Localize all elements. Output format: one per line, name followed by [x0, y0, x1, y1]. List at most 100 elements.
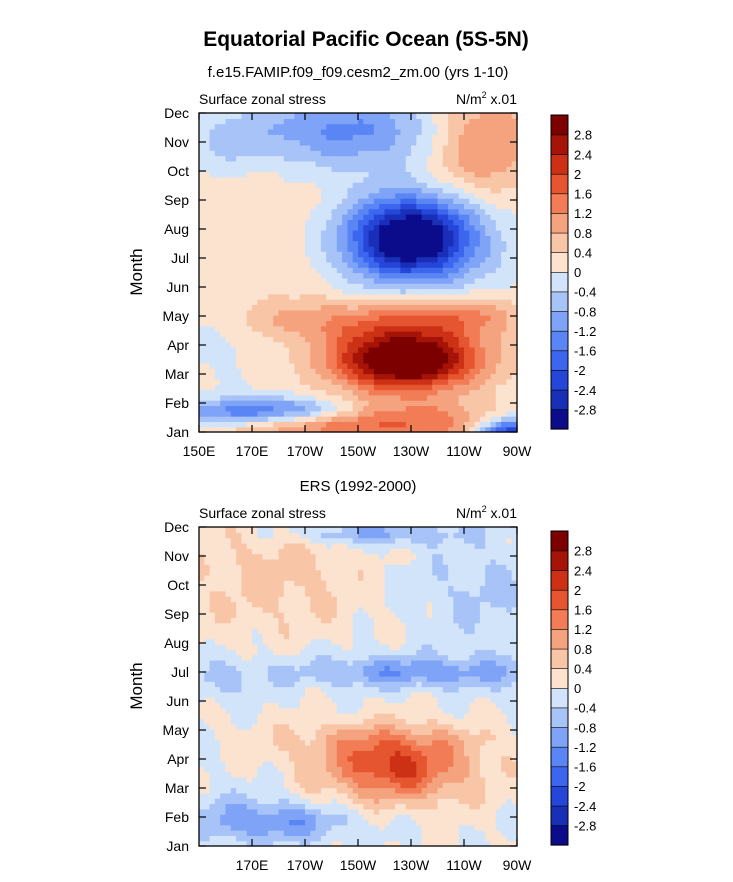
heatmap-cell — [262, 182, 269, 189]
heatmap-cell — [426, 830, 433, 836]
heatmap-cell — [453, 187, 460, 194]
heatmap-cell — [214, 803, 221, 810]
heatmap-cell — [241, 272, 248, 279]
heatmap-cell — [214, 293, 221, 300]
heatmap-cell — [373, 144, 380, 151]
heatmap-cell — [501, 160, 507, 167]
heatmap-cell — [236, 309, 242, 316]
colorbar-label: 2.8 — [574, 128, 592, 143]
heatmap-cell — [469, 739, 476, 746]
heatmap-cell — [368, 357, 375, 364]
heatmap-cell — [283, 272, 290, 279]
heatmap-cell — [506, 304, 513, 311]
heatmap-cell — [315, 123, 322, 130]
heatmap-cell — [490, 155, 497, 162]
heatmap-cell — [395, 251, 401, 258]
heatmap-cell — [236, 261, 242, 268]
heatmap-cell — [358, 128, 364, 135]
heatmap-cell — [421, 798, 428, 805]
heatmap-cell — [411, 405, 417, 412]
heatmap-cell — [363, 113, 370, 119]
heatmap-cell — [379, 128, 386, 135]
heatmap-cell — [384, 277, 391, 284]
heatmap-cell — [421, 267, 428, 274]
heatmap-cell — [400, 320, 407, 327]
heatmap-cell — [453, 819, 460, 826]
heatmap-cell — [469, 416, 476, 422]
heatmap-cell — [257, 139, 264, 146]
heatmap-cell — [225, 336, 232, 343]
heatmap-cell — [283, 405, 290, 412]
heatmap-cell — [225, 830, 232, 836]
heatmap-cell — [246, 341, 253, 348]
heatmap-cell — [501, 824, 507, 831]
heatmap-cell — [453, 734, 460, 741]
heatmap-cell — [336, 824, 343, 831]
heatmap-cell — [220, 830, 227, 836]
heatmap-cell — [331, 245, 338, 252]
heatmap-cell — [511, 240, 518, 247]
heatmap-cell — [437, 224, 444, 231]
heatmap-cell — [411, 819, 417, 826]
heatmap-cell — [400, 341, 407, 348]
heatmap-cell — [267, 315, 274, 321]
heatmap-cell — [278, 384, 285, 391]
heatmap-cell — [495, 144, 502, 151]
heatmap-cell — [469, 405, 476, 412]
heatmap-cell — [204, 808, 211, 815]
heatmap-cell — [320, 835, 327, 842]
heatmap-cell — [437, 803, 444, 810]
heatmap-cell — [400, 208, 407, 215]
heatmap-cell — [214, 787, 221, 794]
heatmap-cell — [209, 293, 216, 300]
heatmap-cell — [331, 400, 338, 407]
heatmap-cell — [479, 171, 486, 178]
heatmap-cell — [252, 229, 258, 236]
heatmap-cell — [479, 782, 486, 789]
heatmap-cell — [289, 835, 295, 842]
heatmap-cell — [204, 128, 211, 135]
heatmap-cell — [315, 325, 322, 332]
heatmap-cell — [511, 134, 518, 141]
heatmap-cell — [485, 336, 492, 343]
heatmap-cell — [363, 389, 370, 396]
heatmap-cell — [273, 782, 280, 789]
heatmap-cell — [511, 798, 518, 805]
heatmap-cell — [310, 256, 317, 263]
heatmap-cell — [464, 128, 470, 135]
heatmap-cell — [511, 325, 518, 332]
heatmap-cell — [214, 814, 221, 821]
heatmap-cell — [432, 384, 439, 391]
heatmap-cell — [469, 808, 476, 815]
heatmap-cell — [368, 760, 375, 767]
heatmap-cell — [342, 198, 348, 204]
heatmap-cell — [326, 400, 333, 407]
heatmap-cell — [442, 330, 449, 337]
heatmap-cell — [358, 352, 364, 359]
heatmap-cell — [426, 750, 433, 757]
heatmap-cell — [230, 336, 237, 343]
heatmap-cell — [225, 330, 232, 337]
heatmap-cell — [384, 357, 391, 364]
heatmap-cell — [458, 208, 465, 215]
heatmap-cell — [379, 421, 386, 428]
heatmap-cell — [474, 192, 481, 199]
panel-observed: ERS (1992-2000) Surface zonal stress N/m… — [127, 478, 596, 873]
heatmap-cell — [294, 405, 301, 412]
heatmap-cell — [209, 118, 216, 125]
heatmap-cell — [310, 771, 317, 778]
heatmap-cell — [411, 835, 417, 842]
heatmap-cell — [358, 325, 364, 332]
heatmap-cell — [405, 267, 412, 274]
heatmap-cell — [273, 208, 280, 215]
heatmap-cell — [448, 219, 454, 226]
heatmap-cell — [273, 729, 280, 735]
heatmap-cell — [214, 808, 221, 815]
heatmap-cell — [230, 320, 237, 327]
heatmap-cell — [506, 352, 513, 359]
heatmap-cell — [490, 123, 497, 130]
heatmap-cell — [368, 346, 375, 353]
heatmap-cell — [283, 304, 290, 311]
heatmap-cell — [474, 357, 481, 364]
heatmap-cell — [209, 405, 216, 412]
